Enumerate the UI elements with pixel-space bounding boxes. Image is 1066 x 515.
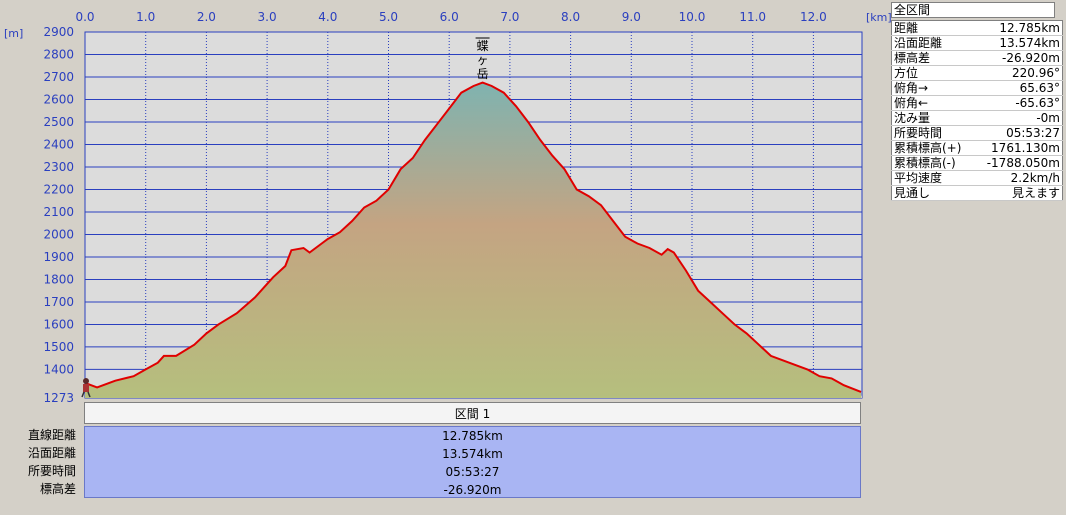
y-tick-label: 2000 — [43, 227, 74, 241]
info-row-label: 標高差 — [891, 50, 974, 66]
section-value-time: 05:53:27 — [445, 465, 500, 479]
section-values-panel[interactable]: 12.785km 13.574km 05:53:27 -26.920m — [84, 426, 861, 498]
section-row-labels: 直線距離 沿面距離 所要時間 標高差 — [0, 426, 80, 498]
y-tick-label: 2700 — [43, 70, 74, 84]
x-tick-label: 9.0 — [622, 10, 641, 24]
info-row-value: 12.785km — [973, 20, 1063, 36]
x-tick-label: 6.0 — [440, 10, 459, 24]
x-tick-label: 8.0 — [561, 10, 580, 24]
info-row: 沿面距離 13.574km — [891, 35, 1063, 51]
section-label-straight-distance: 直線距離 — [27, 428, 76, 442]
info-row-label: 俯角→ — [891, 80, 974, 96]
info-row: 方位 220.96° — [891, 65, 1063, 81]
y-tick-label: 1500 — [43, 340, 74, 354]
peak-label-char: ヶ — [477, 53, 489, 67]
y-tick-label: 2100 — [43, 205, 74, 219]
info-row-value: 2.2km/h — [973, 170, 1063, 186]
x-tick-label: 3.0 — [258, 10, 277, 24]
y-tick-label: 2300 — [43, 160, 74, 174]
info-row-label: 累積標高(+) — [891, 140, 974, 156]
peak-label-char: 蝶 — [477, 38, 489, 53]
section-value-surface-distance: 13.574km — [442, 447, 503, 461]
x-tick-label: 10.0 — [679, 10, 706, 24]
y-axis-ticks: 2900 2800 2700 2600 2500 2400 2300 2200 2100 2000… — [43, 25, 74, 405]
info-row-label: 方位 — [891, 65, 974, 81]
x-tick-label: 12.0 — [800, 10, 827, 24]
info-row-label: 累積標高(-) — [891, 155, 974, 171]
info-row-value: 見えます — [973, 185, 1063, 201]
info-row: 見通し 見えます — [891, 185, 1063, 201]
info-row-value: -65.63° — [973, 95, 1063, 111]
info-row: 累積標高(-) -1788.050m — [891, 155, 1063, 171]
x-unit-label: [km] — [866, 11, 892, 24]
info-row: 標高差 -26.920m — [891, 50, 1063, 66]
x-tick-label: 1.0 — [136, 10, 155, 24]
section-label-surface-distance: 沿面距離 — [27, 446, 76, 460]
x-axis-ticks: 0.0 1.0 2.0 3.0 4.0 5.0 6.0 7.0 8.0 9.0 10.0 11.0 12… — [75, 10, 826, 24]
x-tick-label: 7.0 — [500, 10, 519, 24]
terrain-fill — [85, 82, 862, 398]
x-tick-label: 4.0 — [318, 10, 337, 24]
info-row-value: 13.574km — [973, 35, 1063, 51]
y-tick-label: 2400 — [43, 137, 74, 151]
y-tick-label: 1800 — [43, 272, 74, 286]
section-label-elevation-diff: 標高差 — [39, 482, 76, 496]
info-row: 所要時間 05:53:27 — [891, 125, 1063, 141]
section-header-label: 区間 1 — [454, 406, 491, 421]
y-tick-label: 1900 — [43, 250, 74, 264]
info-row-label: 見通し — [891, 185, 974, 201]
info-row: 累積標高(+) 1761.130m — [891, 140, 1063, 156]
y-tick-label: 1400 — [43, 362, 74, 376]
y-tick-label: 1700 — [43, 295, 74, 309]
peak-label-char: 岳 — [477, 67, 489, 81]
y-unit-label: [m] — [4, 27, 23, 40]
y-tick-label: 2900 — [43, 25, 74, 39]
info-row-value: -26.920m — [973, 50, 1063, 66]
info-row-value: 1761.130m — [973, 140, 1063, 156]
info-row-value: 65.63° — [973, 80, 1063, 96]
section-header[interactable]: 区間 1 — [84, 402, 861, 424]
section-value-straight-distance: 12.785km — [442, 429, 503, 443]
info-row-value: -0m — [973, 110, 1063, 126]
section-label-time: 所要時間 — [27, 464, 76, 478]
info-row: 俯角← -65.63° — [891, 95, 1063, 111]
x-tick-label: 2.0 — [197, 10, 216, 24]
y-tick-label: 2500 — [43, 115, 74, 129]
y-tick-label: 2800 — [43, 47, 74, 61]
info-panel-table: 距離 12.785km 沿面距離 13.574km 標高差 -26.920m 方位 220.9… — [891, 20, 1063, 201]
x-tick-label: 5.0 — [379, 10, 398, 24]
y-tick-label: 1600 — [43, 317, 74, 331]
x-tick-label: 0.0 — [75, 10, 94, 24]
info-panel-title: 全区間 — [891, 2, 1055, 18]
start-hiker-icon — [81, 378, 91, 398]
info-row-label: 平均速度 — [891, 170, 974, 186]
elevation-profile-line — [85, 81, 862, 393]
info-row-label: 沈み量 — [891, 110, 974, 126]
info-row: 平均速度 2.2km/h — [891, 170, 1063, 186]
info-row-label: 距離 — [891, 20, 974, 36]
info-row-label: 俯角← — [891, 95, 974, 111]
y-tick-label: 2600 — [43, 92, 74, 106]
section-value-elevation-diff: -26.920m — [443, 483, 502, 497]
y-tick-label: 1273 — [43, 391, 74, 405]
peak-marker: 蝶ヶ岳 — [475, 37, 490, 81]
x-tick-label: 11.0 — [739, 10, 766, 24]
info-row-value: 220.96° — [973, 65, 1063, 81]
info-row-label: 沿面距離 — [891, 35, 974, 51]
info-row-label: 所要時間 — [891, 125, 974, 141]
info-row: 俯角→ 65.63° — [891, 80, 1063, 96]
info-row-value: -1788.050m — [973, 155, 1063, 171]
y-tick-label: 2200 — [43, 182, 74, 196]
info-row: 距離 12.785km — [891, 20, 1063, 36]
info-row-value: 05:53:27 — [973, 125, 1063, 141]
info-row: 沈み量 -0m — [891, 110, 1063, 126]
